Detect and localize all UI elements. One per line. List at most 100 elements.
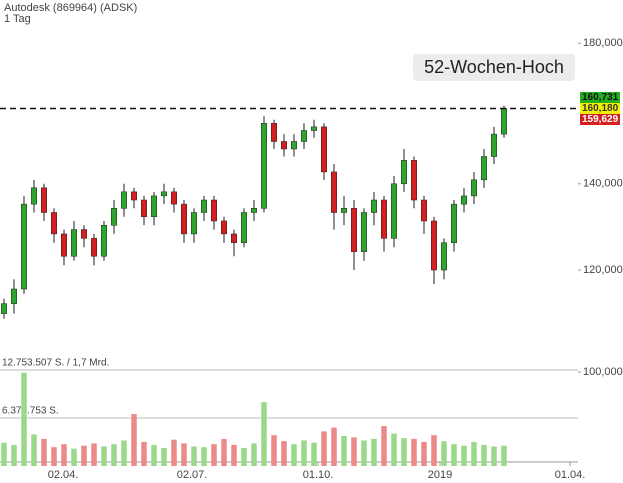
candle-body	[91, 238, 97, 257]
candle-body	[341, 208, 347, 213]
candle-body	[261, 123, 267, 209]
candle-body	[491, 133, 497, 157]
volume-bar	[21, 372, 27, 466]
price-label: 160,731	[582, 92, 619, 103]
candle-body	[251, 208, 257, 213]
candle-body	[221, 220, 227, 235]
chart-subtitle: 1 Tag	[4, 13, 31, 25]
candle-body	[321, 126, 327, 173]
volume-bar	[501, 445, 507, 466]
x-tick-label: 02.04.	[48, 469, 79, 481]
volume-bar	[201, 447, 207, 466]
candle-body	[391, 183, 397, 239]
candle-body	[481, 156, 487, 181]
volume-bar	[31, 434, 37, 466]
volume-bar	[451, 444, 457, 466]
volume-bar	[281, 441, 287, 466]
candle-body	[181, 203, 187, 235]
volume-bar	[381, 426, 387, 466]
candle-body	[501, 108, 507, 135]
candle-body	[291, 141, 297, 150]
candle-body	[421, 199, 427, 222]
volume-bar	[411, 438, 417, 466]
volume-bar	[491, 446, 497, 466]
annotation-text: 52-Wochen-Hoch	[424, 57, 564, 77]
candle-body	[371, 199, 377, 213]
price-label-box	[580, 113, 620, 125]
volume-bar	[11, 444, 17, 466]
candle-body	[361, 212, 367, 252]
candle-body	[311, 126, 317, 131]
volume-bar	[341, 435, 347, 466]
price-label: 160,180	[582, 103, 619, 114]
volume-bar	[431, 435, 437, 466]
volume-bar	[241, 447, 247, 466]
candle-body	[71, 229, 77, 257]
candle-body	[231, 233, 237, 243]
volume-bar	[41, 438, 47, 466]
volume-bar	[371, 438, 377, 466]
candle-body	[301, 130, 307, 142]
chart-title: Autodesk (869964) (ADSK)	[4, 2, 137, 14]
volume-bar	[111, 444, 117, 466]
volume-tick-label: 12.753.507 S. / 1,7 Mrd.	[2, 358, 109, 369]
volume-bar	[101, 446, 107, 466]
volume-bar	[61, 444, 67, 466]
volume-bar	[71, 448, 77, 466]
volume-bar	[421, 441, 427, 466]
candle-body	[1, 303, 7, 314]
candle-body	[281, 141, 287, 150]
candle-body	[11, 288, 17, 304]
candle-body	[331, 171, 337, 213]
candle-body	[191, 212, 197, 235]
y-tick-label: 180,000	[583, 37, 623, 49]
volume-bar	[1, 442, 7, 466]
volume-bar	[51, 447, 57, 466]
volume-bar	[481, 444, 487, 466]
candle-body	[431, 220, 437, 271]
candle-body	[61, 233, 67, 257]
volume-bar	[271, 435, 277, 466]
volume-bar	[471, 441, 477, 466]
x-tick-label: 01.10.	[303, 469, 334, 481]
candle-body	[211, 199, 217, 222]
annotation: 52-Wochen-Hoch	[413, 54, 575, 81]
candle-body	[201, 199, 207, 213]
candle-body	[171, 191, 177, 205]
volume-bar	[301, 440, 307, 466]
y-tick-label: 140,000	[583, 178, 623, 190]
volume-bar	[141, 441, 147, 466]
candle-body	[401, 160, 407, 185]
candle-body	[411, 160, 417, 201]
candle-body	[451, 203, 457, 243]
volume-bar	[81, 445, 87, 466]
volume-bar	[261, 402, 267, 466]
candle-body	[31, 187, 37, 205]
volume-bar	[331, 427, 337, 466]
candle-body	[441, 242, 447, 271]
price-label-box	[580, 91, 620, 103]
x-tick-label: 2019	[428, 469, 452, 481]
candle-body	[151, 195, 157, 217]
volume-bar	[231, 444, 237, 466]
volume-bar	[121, 440, 127, 466]
volume-bar	[401, 438, 407, 466]
volume-bar	[351, 437, 357, 466]
volume-bar	[311, 442, 317, 466]
x-tick-label: 01.04.	[555, 469, 586, 481]
volume-bar	[171, 439, 177, 466]
volume-tick-label: 6.376.753 S.	[2, 406, 59, 417]
candle-body	[21, 203, 27, 290]
candle-body	[461, 195, 467, 205]
annotation-box	[413, 54, 575, 81]
candle-body	[101, 225, 107, 257]
candle-body	[51, 212, 57, 235]
candle-body	[241, 212, 247, 243]
y-tick-label: 120,000	[583, 264, 623, 276]
volume-bar	[131, 414, 137, 466]
candle-body	[121, 191, 127, 209]
candle-body	[41, 187, 47, 213]
x-tick-label: 02.07.	[177, 469, 208, 481]
volume-bar	[151, 444, 157, 466]
